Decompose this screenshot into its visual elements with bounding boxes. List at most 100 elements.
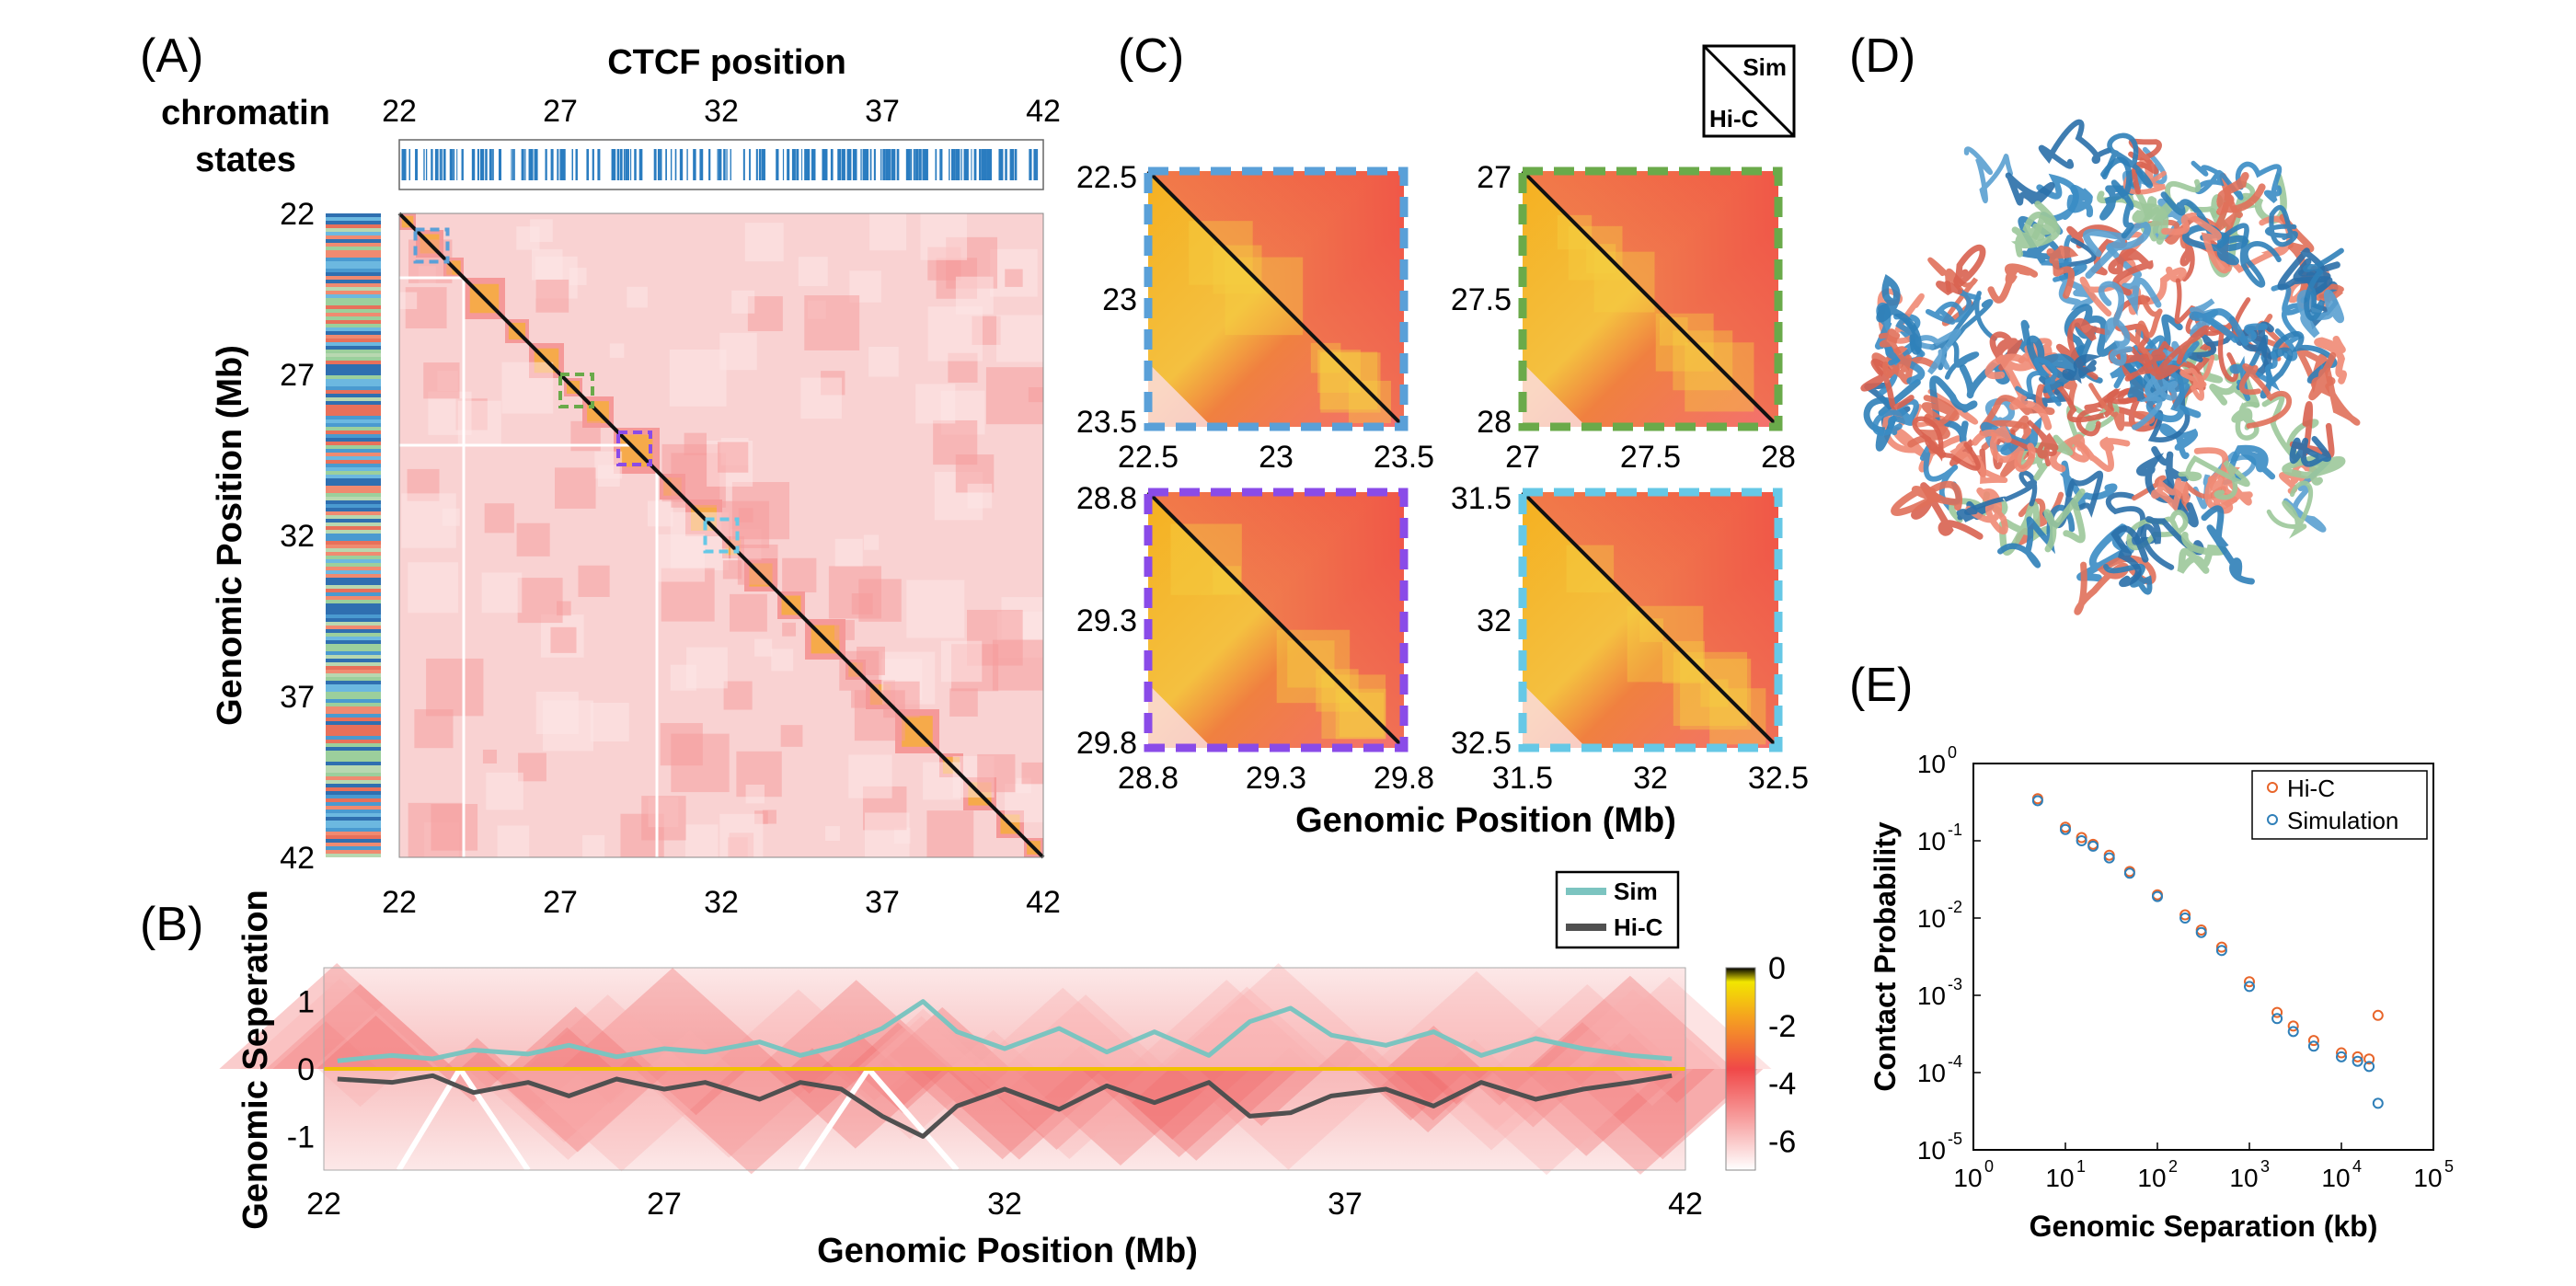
contact-patch xyxy=(408,562,459,614)
subtad-block xyxy=(1655,313,1714,372)
chromatin-state-band xyxy=(326,784,381,787)
chromatin-state-band xyxy=(326,537,381,541)
contact-patch xyxy=(722,560,742,580)
polymer-strand xyxy=(2062,354,2102,385)
e-ytick-base: 10 xyxy=(1917,904,1946,933)
chromatin-state-band xyxy=(326,563,381,567)
contact-patch xyxy=(671,733,730,793)
tad-triangle xyxy=(873,1006,1011,1069)
a-xtick-label: 32 xyxy=(704,885,739,920)
simulation-point xyxy=(2076,835,2087,846)
chromatin-state-band xyxy=(326,773,381,776)
chromatin-state-band xyxy=(326,581,381,585)
chromatin-state-band xyxy=(326,475,381,478)
hic-point xyxy=(2076,832,2087,844)
polymer-strand xyxy=(1981,415,2043,455)
chromatin-state-band xyxy=(326,732,381,736)
panel-e: 10 0 10 1 10 2 10 3 10 4 10 510 010 -110 -210 -310 -410-… xyxy=(1869,743,2454,1243)
chromatin-state-band xyxy=(326,644,381,648)
chromatin-state-band xyxy=(326,835,381,839)
polymer-strand xyxy=(2076,387,2138,437)
e-xtick-exponent: 2 xyxy=(2168,1157,2178,1176)
polymer-strand xyxy=(2007,419,2059,467)
chromatin-state-band xyxy=(326,633,381,637)
chromatin-state-band xyxy=(326,243,381,247)
masked-diagonal xyxy=(457,1067,531,1172)
chromatin-state-band xyxy=(326,449,381,453)
chromatin-state-band xyxy=(326,526,381,530)
tad-triangle xyxy=(949,1069,1031,1106)
polymer-strand xyxy=(2189,308,2268,346)
zoom-diagonal xyxy=(1146,169,1406,429)
chromatin-state-band xyxy=(326,357,381,361)
simulation-point xyxy=(2372,1097,2384,1109)
tad-triangle xyxy=(902,1069,1103,1160)
subtad-block xyxy=(1709,688,1766,745)
chromatin-state-band xyxy=(326,611,381,614)
chromatin-state-band xyxy=(326,511,381,515)
contact-patch xyxy=(744,223,784,262)
low-contact-corner xyxy=(1523,683,1587,748)
polymer-strand xyxy=(2177,531,2227,574)
chromatin-state-band xyxy=(326,412,381,416)
contact-patch xyxy=(798,257,828,287)
polymer-strand xyxy=(2088,383,2156,431)
contact-patch xyxy=(408,802,463,857)
polymer-strand xyxy=(1915,328,1961,375)
tad-triangle xyxy=(820,1033,899,1069)
a-ytick-label: 42 xyxy=(280,841,315,876)
hic-point xyxy=(2179,909,2191,921)
tad-triangle xyxy=(838,1069,911,1101)
e-xtick-base: 10 xyxy=(2321,1164,2350,1192)
e-legend: Hi-C Simulation xyxy=(2251,770,2428,840)
polymer-strand xyxy=(2082,221,2151,279)
polymer-strand xyxy=(1996,504,2076,568)
c-xtick-label: 23.5 xyxy=(1374,440,1434,475)
chromatin-state-band xyxy=(326,809,381,813)
tad-triangle xyxy=(617,1051,656,1069)
tad-triangle xyxy=(949,1029,1037,1069)
chromatin-state-band xyxy=(326,710,381,714)
zoom-box xyxy=(558,373,594,408)
panel-a: CTCF position chromatin states 22 27 32 37 4… xyxy=(161,43,1061,920)
chromatin-state-band xyxy=(326,272,381,276)
ctcf-axis-ticks: 22 27 32 37 42 xyxy=(382,94,1061,129)
polymer-structure-image xyxy=(1860,119,2361,615)
contact-patch xyxy=(782,622,796,637)
tad-triangle xyxy=(1465,1069,1538,1102)
chromatin-state-band xyxy=(326,692,381,695)
chromatin-state-band xyxy=(326,427,381,431)
chromatin-state-band xyxy=(326,294,381,298)
b-xlabel: Genomic Position (Mb) xyxy=(817,1232,1198,1270)
c-xtick-label: 29.3 xyxy=(1246,761,1306,796)
tad-triangle xyxy=(272,1021,379,1069)
polymer-strand xyxy=(1912,416,1981,471)
zoom-box xyxy=(413,227,450,264)
polymer-strand xyxy=(2108,247,2154,296)
chromatin-state-band xyxy=(326,394,381,397)
chromatin-state-band xyxy=(326,460,381,464)
b-xtick-label: 32 xyxy=(987,1187,1022,1222)
chromatin-state-band xyxy=(326,725,381,729)
c-ytick-label: 23 xyxy=(1102,282,1137,317)
chromatin-state-band xyxy=(326,600,381,603)
contact-patch xyxy=(1028,387,1043,403)
chromatin-state-band xyxy=(326,559,381,563)
c-legend-hic: Hi-C xyxy=(1709,105,1759,132)
contact-patch xyxy=(484,503,514,534)
b-ylabel: Genomic Seperation xyxy=(236,890,275,1230)
simulation-point xyxy=(2363,1061,2375,1073)
chromatin-state-band xyxy=(326,276,381,280)
polymer-strand xyxy=(1965,487,2008,535)
subtad-block xyxy=(1213,245,1262,294)
e-axis-ticks: 10 0 10 1 10 2 10 3 10 4 10 510 010 -110 -210 -310 -410-… xyxy=(1917,743,2454,1192)
chromatin-state-band xyxy=(326,453,381,456)
contact-patch xyxy=(401,493,456,548)
chromatin-state-band xyxy=(326,662,381,666)
polymer-strand xyxy=(1964,470,2038,515)
tad-triangle xyxy=(1265,1047,1314,1069)
chromatin-state-band xyxy=(326,552,381,556)
subtad-block xyxy=(1319,351,1378,410)
polymer-strand xyxy=(2289,435,2331,467)
polymer-strand xyxy=(2296,348,2361,426)
